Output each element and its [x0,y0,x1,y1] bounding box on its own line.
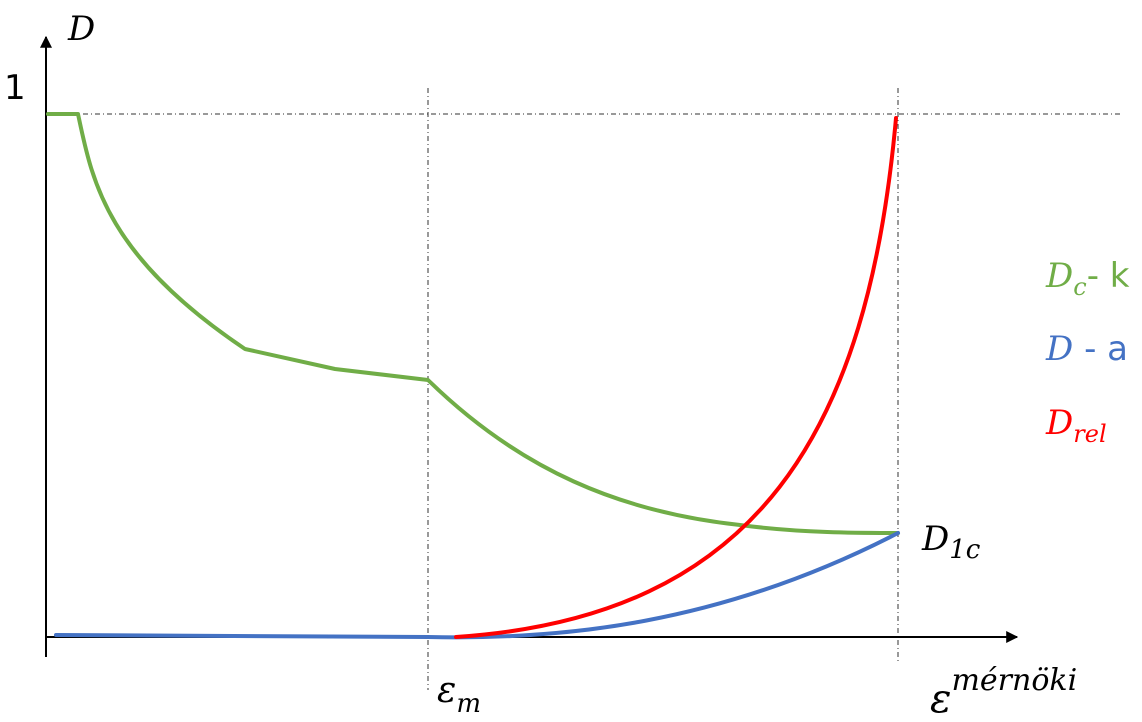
legend-item-dc: Dc- k [1045,256,1130,301]
curve-drel-red [454,116,898,639]
legend-item-d: D - a [1045,329,1128,369]
curve-dc-green [46,112,900,535]
y-tick-one: 1 [4,68,26,108]
legend: Dc- k D - a Drel [1045,256,1130,448]
x-axis-label: εmérnöki [930,663,1077,722]
y-axis-label: D [67,9,95,49]
legend-item-drel: Drel [1045,403,1107,448]
curve-end-label: D1c [921,519,981,565]
x-mark-em: εm [437,670,481,719]
curve-d-blue [54,531,900,640]
